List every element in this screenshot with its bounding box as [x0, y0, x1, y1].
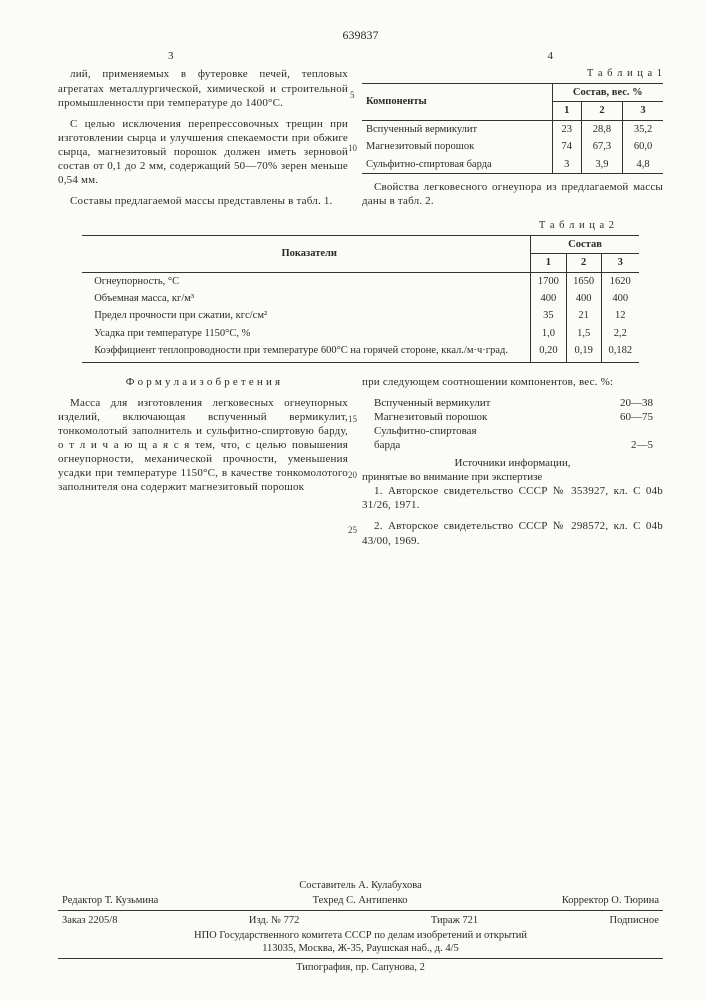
lineno: 5 [350, 90, 355, 102]
table-row: Объемная масса, кг/м³400400400 [82, 290, 639, 307]
footer-addr: 113035, Москва, Ж-35, Раушская наб., д. … [58, 942, 663, 955]
sources-title: Источники информации, [362, 456, 663, 470]
lineno: 10 [348, 143, 357, 155]
table-row: Коэффициент теплопроводности при темпера… [82, 342, 639, 362]
t1-head-comp: Компоненты [362, 83, 552, 120]
table-row: Вспученный вермикулит 23 28,8 35,2 [362, 120, 663, 138]
footer-typo: Типография, пр. Сапунова, 2 [58, 961, 663, 974]
lineno: 25 [348, 525, 357, 537]
footer-editor: Редактор Т. Кузьмина [62, 894, 158, 907]
table-row: Предел прочности при сжатии, кгс/см²3521… [82, 307, 639, 324]
ingredient: Сульфитно-спиртовая [362, 424, 663, 438]
t2-head-group: Состав [531, 235, 639, 253]
formula-title: Ф о р м у л а и з о б р е т е н и я [58, 375, 348, 389]
table1-caption: Т а б л и ц а 1 [362, 67, 663, 80]
table2: Показатели Состав 1 2 3 Огнеупорность, °… [82, 235, 639, 363]
footer-compiler: Составитель А. Кулабухова [58, 879, 663, 892]
table2-caption: Т а б л и ц а 2 [58, 219, 615, 232]
footer-techred: Техред С. Антипенко [313, 894, 408, 907]
para: С целью исключения перепрессовочных трещ… [58, 117, 348, 187]
col-left-num: 3 [168, 49, 174, 63]
lineno: 15 [348, 414, 357, 426]
table1: Компоненты Состав, вес. % 1 2 3 Вспученн… [362, 83, 663, 174]
t1-col: 1 [552, 102, 581, 120]
footer-order: Заказ 2205/8 [62, 914, 117, 927]
para: Свойства легковесного огнеупора из предл… [362, 180, 663, 208]
footer: Составитель А. Кулабухова Редактор Т. Ку… [58, 879, 663, 974]
t1-col: 2 [581, 102, 622, 120]
table-row: Усадка при температуре 1150°С, %1,01,52,… [82, 325, 639, 342]
table-row: Сульфитно-спиртовая барда 3 3,9 4,8 [362, 156, 663, 174]
para: лий, применяемых в футеровке печей, тепл… [58, 67, 348, 109]
t2-col: 3 [601, 254, 639, 272]
ingredient: барда2—5 [362, 438, 663, 452]
lineno: 20 [348, 470, 357, 482]
source: 1. Авторское свидетельство СССР № 353927… [362, 484, 663, 512]
source: 2. Авторское свидетельство СССР № 298572… [362, 519, 663, 547]
ingredient: Вспученный вермикулит20—38 [362, 396, 663, 410]
t2-head-ind: Показатели [82, 235, 531, 272]
t2-col: 2 [566, 254, 601, 272]
formula-body-right-intro: при следующем соотношении компонентов, в… [362, 375, 663, 389]
doc-number: 639837 [58, 28, 663, 43]
t1-head-group: Состав, вес. % [552, 83, 663, 101]
table-row: Огнеупорность, °С170016501620 [82, 272, 639, 290]
sources-sub: принятые во внимание при экспертизе [362, 470, 663, 484]
t2-col: 1 [531, 254, 566, 272]
para: Составы предлагаемой массы представлены … [58, 194, 348, 208]
formula-body-left: Масса для изготовления легковесных огнеу… [58, 396, 348, 495]
col-right-num: 4 [548, 49, 554, 63]
ingredient: Магнезитовый порошок60—75 [362, 410, 663, 424]
footer-izd: Изд. № 772 [249, 914, 300, 927]
footer-org: НПО Государственного комитета СССР по де… [58, 929, 663, 942]
table-row: Магнезитовый порошок 74 67,3 60,0 [362, 138, 663, 155]
footer-corrector: Корректор О. Тюрина [562, 894, 659, 907]
footer-tirazh: Тираж 721 [431, 914, 478, 927]
t1-col: 3 [623, 102, 663, 120]
footer-sub: Подписное [610, 914, 659, 927]
